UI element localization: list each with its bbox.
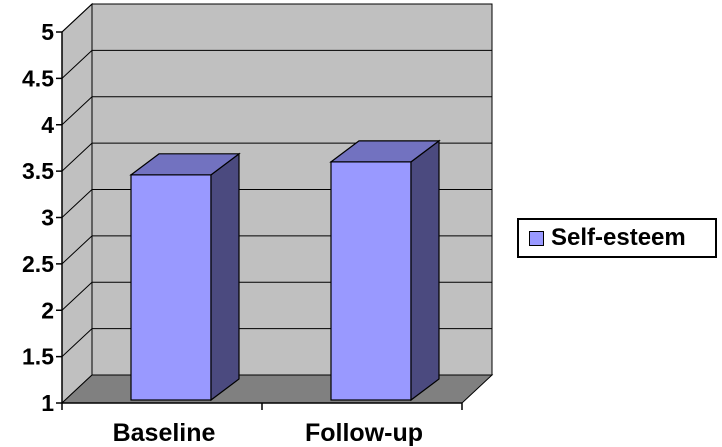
bar-side-follow-up	[410, 139, 440, 402]
legend-label: Self-esteem	[551, 224, 686, 251]
y-tick-label: 1.5	[22, 344, 54, 370]
x-category-label: Follow-up	[305, 419, 423, 447]
bar-top-baseline	[129, 153, 241, 176]
y-tick-label: 5	[41, 19, 54, 45]
gridline	[61, 3, 492, 33]
bar-front-baseline	[130, 174, 212, 401]
y-tick-label: 4.5	[22, 65, 54, 91]
y-tick-label: 4	[41, 112, 54, 138]
bar-side-baseline	[210, 152, 240, 402]
x-category-label: Baseline	[113, 419, 216, 447]
bar-top-follow-up	[329, 140, 441, 163]
legend: Self-esteem	[517, 218, 717, 258]
legend-swatch	[529, 230, 544, 246]
y-tick-label: 2.5	[22, 251, 54, 277]
bar-front-follow-up	[330, 161, 412, 401]
y-tick-label: 2	[41, 297, 54, 323]
gridline	[61, 49, 492, 79]
y-tick-label: 1	[41, 390, 54, 416]
y-tick-label: 3	[41, 205, 54, 231]
gridline	[61, 96, 492, 126]
y-tick-label: 3.5	[22, 158, 54, 184]
